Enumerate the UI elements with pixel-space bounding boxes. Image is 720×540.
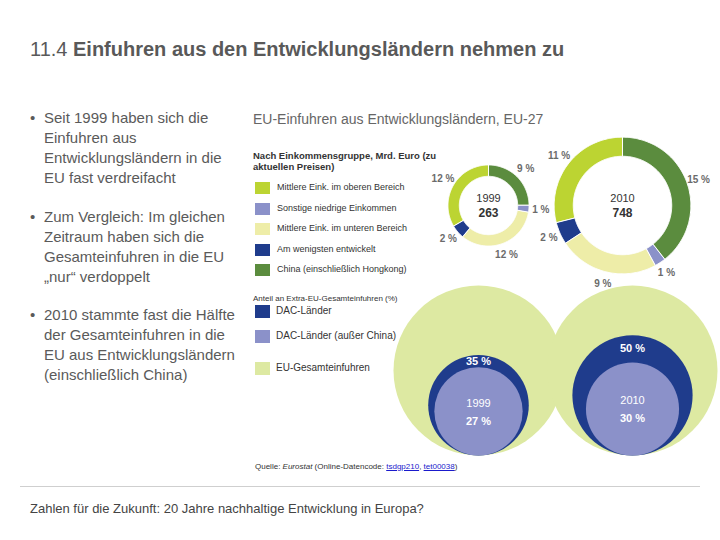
- html-text:Nach Einkommensgruppe, Mrd. Eu: Nach Einkommensgruppe, Mrd. Euro (zu akt…: [253, 150, 437, 172]
- svg-text:2010: 2010: [620, 394, 644, 406]
- svg-text:9 %: 9 %: [594, 278, 611, 289]
- svg-text:15 %: 15 %: [687, 174, 710, 185]
- html-text:2010 stammte fast die Hälfte d: 2010 stammte fast die Hälfte der Gesamte…: [44, 306, 235, 383]
- html-text:11.4 Einfuhren aus den Entwick: 11.4 Einfuhren aus den Entwicklungslände…: [30, 38, 565, 60]
- svg-text:35 %: 35 %: [466, 355, 491, 367]
- html-text:EU-Einfuhren aus Entwicklungsl: EU-Einfuhren aus Entwicklungsländern, EU…: [253, 111, 544, 127]
- html-text:Am wenigsten entwickelt: Am wenigsten entwickelt: [277, 244, 376, 255]
- html-text:Zahlen für die Zukunft: 20 Jah: Zahlen für die Zukunft: 20 Jahre nachhal…: [30, 501, 424, 516]
- svg-text:1 %: 1 %: [658, 267, 675, 278]
- svg-text:2010: 2010: [610, 192, 634, 204]
- svg-text:2 %: 2 %: [540, 232, 557, 243]
- html-text:Mittlere Eink. im oberen Berei: Mittlere Eink. im oberen Bereich: [277, 182, 405, 193]
- html-text:Sonstige niedrige Einkommen: Sonstige niedrige Einkommen: [277, 203, 397, 214]
- html-text:DAC-Länder: DAC-Länder: [276, 305, 332, 317]
- html-text:Zum Vergleich: Im gleichen Zei: Zum Vergleich: Im gleichen Zeitraum habe…: [44, 208, 225, 285]
- svg-text:748: 748: [612, 206, 632, 220]
- svg-text:50 %: 50 %: [620, 342, 645, 354]
- svg-text:12 %: 12 %: [432, 173, 455, 184]
- svg-text:9 %: 9 %: [517, 163, 534, 174]
- svg-text:1999: 1999: [466, 397, 490, 409]
- svg-text:27 %: 27 %: [466, 415, 491, 427]
- html-text:Quelle: Eurostat (Online-Daten: Quelle: Eurostat (Online-Datencode: tsdg…: [255, 462, 458, 471]
- html-text:Seit 1999 haben sich die Einfu: Seit 1999 haben sich die Einfuhren aus E…: [44, 109, 222, 186]
- svg-text:2 %: 2 %: [440, 233, 457, 244]
- svg-text:1999: 1999: [476, 192, 500, 204]
- svg-text:263: 263: [478, 206, 498, 220]
- html-text:Anteil an Extra-EU-Gesamteinfu: Anteil an Extra-EU-Gesamteinfuhren (%): [253, 294, 398, 303]
- svg-text:11 %: 11 %: [548, 150, 570, 161]
- html-text:China (einschließlich Hongkong: China (einschließlich Hongkong): [277, 264, 407, 275]
- svg-text:1 %: 1 %: [532, 204, 549, 215]
- svg-text:12 %: 12 %: [495, 249, 518, 260]
- html-text:EU-Gesamteinfuhren: EU-Gesamteinfuhren: [276, 362, 370, 374]
- html-text:Mittlere Eink. im unteren Bere: Mittlere Eink. im unteren Bereich: [277, 223, 408, 234]
- svg-text:30 %: 30 %: [620, 412, 645, 424]
- html-text:DAC-Länder (außer China): DAC-Länder (außer China): [276, 330, 397, 342]
